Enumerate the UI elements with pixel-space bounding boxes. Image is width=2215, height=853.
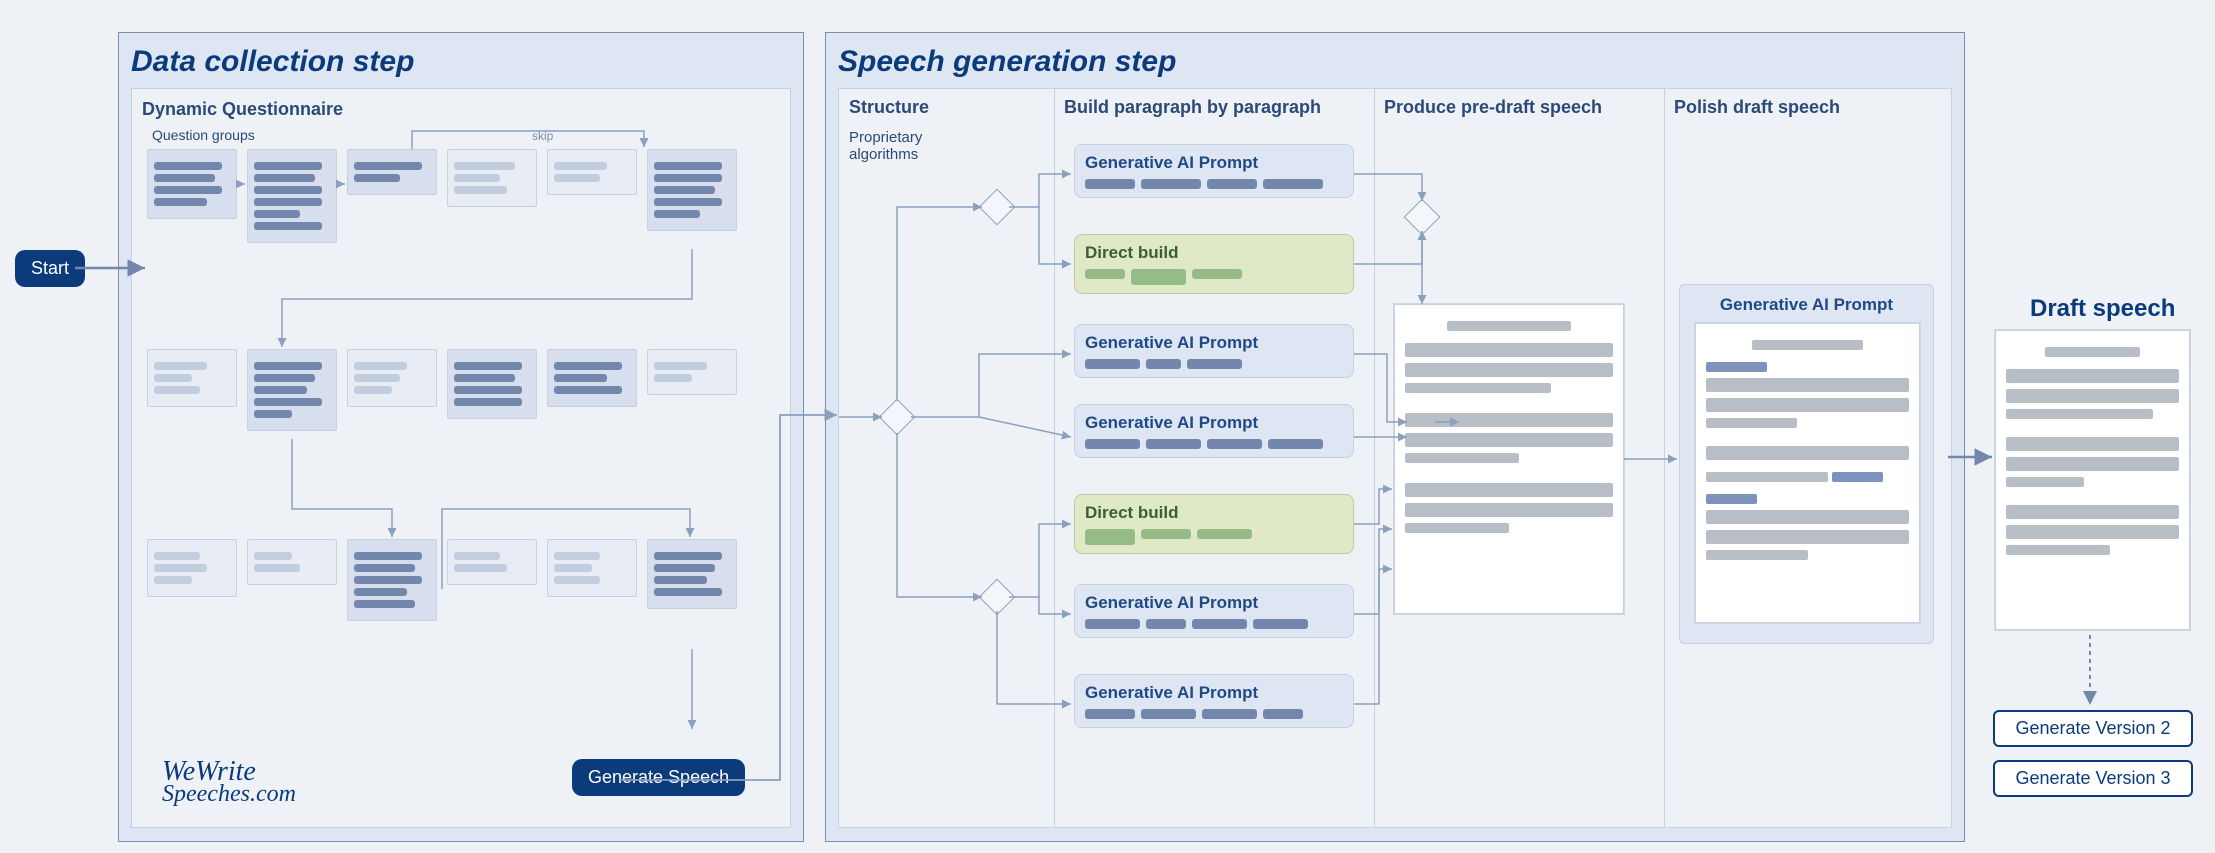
q-card: [247, 539, 337, 585]
gen-ai-prompt-box: Generative AI Prompt: [1074, 674, 1354, 728]
q-card: [647, 539, 737, 609]
gen-ai-prompt-box: Generative AI Prompt: [1074, 584, 1354, 638]
draft-page: [1995, 330, 2190, 630]
proprietary-label: Proprietary algorithms: [849, 129, 969, 163]
divider: [1664, 89, 1665, 827]
decision-diamond: [979, 579, 1016, 616]
pre-draft-page: [1394, 304, 1624, 614]
divider: [1374, 89, 1375, 827]
questionnaire-panel: Dynamic Questionnaire Question groups sk…: [131, 88, 791, 828]
question-groups-label: Question groups: [152, 127, 255, 143]
speech-generation-step: Speech generation step Structure Build p…: [825, 32, 1965, 842]
polish-page: [1695, 323, 1920, 623]
decision-diamond: [879, 399, 916, 436]
start-button[interactable]: Start: [15, 250, 85, 287]
col-predraft: Produce pre-draft speech: [1384, 97, 1602, 118]
q-card: [147, 539, 237, 597]
col-structure: Structure: [849, 97, 929, 118]
q-card: [247, 349, 337, 431]
data-collection-step: Data collection step Dynamic Questionnai…: [118, 32, 804, 842]
q-card: [347, 349, 437, 407]
q-card: [147, 149, 237, 219]
draft-speech-title: Draft speech: [2030, 295, 2175, 323]
q-card: [447, 349, 537, 419]
direct-build-box: Direct build: [1074, 234, 1354, 294]
gen-ai-prompt-box: Generative AI Prompt: [1074, 324, 1354, 378]
polish-panel: Generative AI Prompt: [1679, 284, 1934, 644]
q-card: [247, 149, 337, 243]
generate-speech-button[interactable]: Generate Speech: [572, 759, 745, 796]
q-card: [447, 149, 537, 207]
direct-build-box: Direct build: [1074, 494, 1354, 554]
col-build: Build paragraph by paragraph: [1064, 97, 1321, 118]
decision-diamond: [1404, 199, 1441, 236]
q-card: [447, 539, 537, 585]
gen-ai-prompt-box: Generative AI Prompt: [1074, 144, 1354, 198]
q-card: [647, 149, 737, 231]
gen-step-title: Speech generation step: [838, 45, 1952, 79]
questionnaire-title: Dynamic Questionnaire: [142, 99, 780, 120]
q-card: [547, 349, 637, 407]
decision-diamond: [979, 189, 1016, 226]
q-card: [347, 149, 437, 195]
q-card: [547, 539, 637, 597]
q-card: [347, 539, 437, 621]
col-polish: Polish draft speech: [1674, 97, 1840, 118]
divider: [1054, 89, 1055, 827]
q-card: [647, 349, 737, 395]
data-step-title: Data collection step: [131, 45, 791, 79]
generate-v3-button[interactable]: Generate Version 3: [1993, 760, 2193, 797]
polish-title: Generative AI Prompt: [1690, 295, 1923, 315]
q-card: [547, 149, 637, 195]
skip-label: skip: [532, 129, 553, 143]
gen-ai-prompt-box: Generative AI Prompt: [1074, 404, 1354, 458]
q-card: [147, 349, 237, 407]
gen-body: Structure Build paragraph by paragraph P…: [838, 88, 1952, 828]
logo: WeWrite Speeches.com: [162, 759, 296, 806]
generate-v2-button[interactable]: Generate Version 2: [1993, 710, 2193, 747]
